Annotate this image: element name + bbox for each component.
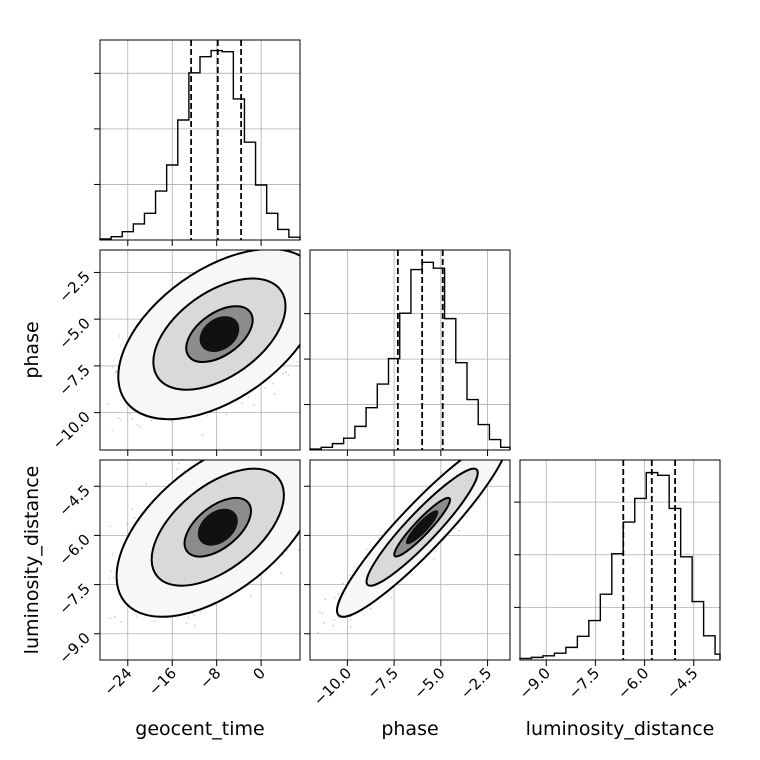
- xtick-label-phase-3: −2.5: [457, 664, 495, 702]
- density-geocent_time-phase-contour-1: [152, 277, 287, 391]
- ytick-label-phase-2: −5.0: [55, 314, 93, 352]
- density-phase-luminosity_distance-contour-0: [393, 496, 452, 558]
- density-phase-luminosity_distance-contour-2: [336, 460, 509, 618]
- ytick-label-luminosity_distance-2: −6.0: [55, 531, 93, 569]
- density-geocent_time-luminosity_distance-contour-0: [183, 496, 252, 558]
- hist-luminosity_distance-step: [519, 471, 721, 660]
- ytick-label-phase-0: −10.0: [49, 408, 94, 453]
- hist-geocent_time-step: [99, 49, 301, 240]
- xtick-label-phase-0: −10.0: [310, 664, 355, 709]
- ytick-label-luminosity_distance-3: −4.5: [55, 481, 93, 519]
- xtick-label-geocent_time-0: −24: [100, 664, 135, 699]
- xtick-label-geocent_time-2: −8: [196, 664, 224, 692]
- density-geocent_time-luminosity_distance-contour-1: [150, 467, 285, 587]
- density-phase-luminosity_distance-core: [405, 510, 439, 545]
- ytick-label-luminosity_distance-1: −7.5: [55, 580, 93, 618]
- xtick-label-phase-1: −7.5: [363, 664, 401, 702]
- ytick-label-luminosity_distance-0: −9.0: [55, 629, 93, 667]
- xtick-label-phase-2: −5.0: [410, 664, 448, 702]
- hist-phase: [304, 249, 511, 456]
- density-geocent_time-phase-contour-2: [117, 250, 300, 421]
- ytick-label-phase-1: −7.5: [55, 361, 93, 399]
- ylabel-luminosity_distance: luminosity_distance: [21, 466, 43, 655]
- density-phase-luminosity_distance-plot-area: [317, 460, 509, 634]
- density-phase-luminosity_distance: [304, 459, 511, 666]
- xtick-label-geocent_time-1: −16: [145, 664, 180, 699]
- density-geocent_time-luminosity_distance-contour-2: [115, 460, 300, 618]
- xtick-label-luminosity_distance-1: −7.5: [565, 664, 603, 702]
- density-geocent_time-luminosity_distance-frame: [99, 459, 301, 661]
- xlabel-luminosity_distance: luminosity_distance: [526, 718, 715, 740]
- density-phase-luminosity_distance-frame: [309, 459, 511, 661]
- density-geocent_time-phase-contour-0: [185, 305, 254, 363]
- hist-phase-frame: [309, 249, 511, 451]
- density-geocent_time-luminosity_distance-core: [197, 508, 238, 546]
- density-geocent_time-phase-plot-area: [107, 250, 300, 436]
- density-geocent_time-luminosity_distance: [94, 459, 301, 666]
- density-geocent_time-phase-core: [199, 316, 240, 353]
- hist-geocent_time-frame: [99, 39, 301, 241]
- xlabel-phase: phase: [381, 718, 438, 740]
- density-geocent_time-luminosity_distance-plot-area: [108, 460, 300, 627]
- xtick-label-luminosity_distance-2: −6.0: [614, 664, 652, 702]
- xtick-label-luminosity_distance-3: −4.5: [663, 664, 701, 702]
- density-phase-luminosity_distance-contour-1: [365, 467, 479, 587]
- hist-geocent_time: [94, 39, 301, 246]
- ylabel-phase: phase: [21, 321, 43, 378]
- xtick-label-luminosity_distance-0: −9.0: [516, 664, 554, 702]
- hist-luminosity_distance-frame: [519, 459, 721, 661]
- hist-phase-step: [309, 261, 511, 450]
- hist-luminosity_distance: [514, 459, 721, 666]
- density-geocent_time-phase: [94, 249, 301, 456]
- ytick-label-phase-3: −2.5: [55, 268, 93, 306]
- density-geocent_time-phase-frame: [99, 249, 301, 451]
- xtick-label-geocent_time-3: 0: [249, 664, 268, 683]
- xlabel-geocent_time: geocent_time: [135, 718, 264, 740]
